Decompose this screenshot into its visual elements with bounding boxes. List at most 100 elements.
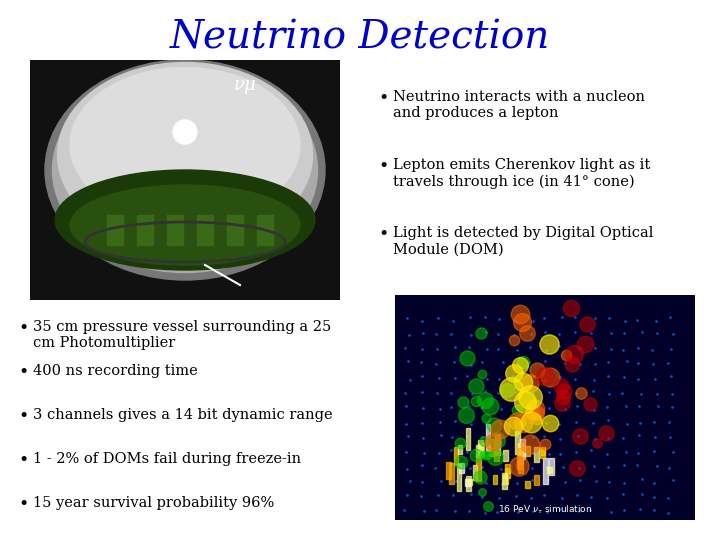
Point (491, 436, 503, 444)
Point (476, 328, 487, 337)
Point (470, 382, 482, 390)
Bar (549, 458, 554, 475)
Point (557, 393, 569, 401)
Bar (503, 450, 508, 461)
Point (518, 357, 529, 366)
Bar (543, 458, 547, 484)
Bar (517, 461, 521, 467)
Point (490, 453, 501, 461)
Point (478, 450, 490, 459)
Bar (479, 443, 484, 457)
Text: 35 cm pressure vessel surrounding a 25
cm Photomultiplier: 35 cm pressure vessel surrounding a 25 c… (33, 320, 331, 350)
Point (525, 393, 536, 402)
Point (526, 408, 538, 416)
Point (514, 360, 526, 369)
Point (565, 303, 577, 312)
Bar (197, 215, 213, 245)
Point (519, 397, 531, 406)
Point (584, 400, 595, 409)
Point (526, 418, 537, 427)
Point (539, 372, 551, 381)
Point (524, 379, 536, 388)
Bar (227, 215, 243, 245)
Bar (541, 448, 545, 455)
Point (508, 335, 520, 344)
Bar (525, 481, 530, 488)
Point (514, 309, 526, 318)
Point (531, 414, 543, 423)
Ellipse shape (55, 170, 315, 270)
Bar (495, 434, 500, 455)
Bar (466, 476, 471, 491)
Bar (518, 465, 523, 473)
Point (505, 384, 517, 393)
Bar (495, 449, 499, 461)
Point (544, 419, 556, 428)
Bar (505, 464, 510, 478)
Point (516, 318, 528, 327)
Point (460, 410, 472, 419)
Text: 400 ns recording time: 400 ns recording time (33, 364, 198, 378)
Point (455, 457, 467, 466)
Bar (534, 475, 539, 485)
Point (539, 440, 551, 448)
Point (560, 350, 572, 359)
Point (508, 369, 520, 377)
Bar (456, 464, 462, 491)
Point (454, 438, 465, 447)
Point (525, 440, 536, 448)
Point (462, 354, 473, 362)
Point (480, 414, 491, 422)
Bar (541, 447, 545, 457)
Bar (526, 446, 530, 456)
Point (488, 421, 500, 430)
Bar (167, 215, 183, 245)
Point (558, 387, 570, 395)
Text: Neutrino interacts with a nucleon
and produces a lepton: Neutrino interacts with a nucleon and pr… (393, 90, 645, 120)
Bar (517, 448, 522, 469)
Text: 3 channels gives a 14 bit dynamic range: 3 channels gives a 14 bit dynamic range (33, 408, 333, 422)
Bar (520, 440, 525, 460)
Point (579, 340, 590, 348)
Bar (137, 215, 153, 245)
Point (487, 437, 499, 446)
Bar (454, 447, 459, 464)
Bar (472, 465, 477, 480)
Point (484, 402, 495, 410)
Point (511, 417, 523, 426)
Bar (459, 463, 464, 472)
Text: Neutrino Detection: Neutrino Detection (170, 19, 550, 57)
Text: Light is detected by Digital Optical
Module (DOM): Light is detected by Digital Optical Mod… (393, 226, 653, 256)
Point (477, 488, 488, 496)
Bar (492, 475, 498, 484)
Bar (446, 462, 451, 479)
Point (517, 377, 528, 386)
Point (482, 501, 494, 510)
Ellipse shape (58, 63, 312, 247)
Point (474, 473, 485, 482)
Point (574, 432, 585, 441)
Bar (465, 480, 470, 486)
Text: •: • (18, 452, 28, 469)
Point (480, 395, 491, 404)
Bar (449, 463, 454, 484)
Bar (547, 467, 552, 474)
Text: 1 - 2% of DOMs fail during freeze-in: 1 - 2% of DOMs fail during freeze-in (33, 452, 301, 466)
Point (477, 369, 488, 378)
Point (575, 388, 586, 397)
Ellipse shape (53, 68, 318, 273)
Point (495, 425, 506, 434)
Bar (467, 479, 472, 485)
Point (592, 438, 603, 447)
Bar (107, 215, 123, 245)
Point (511, 406, 523, 414)
Text: •: • (378, 158, 388, 175)
Point (507, 421, 518, 430)
Text: 15 year survival probability 96%: 15 year survival probability 96% (33, 496, 274, 510)
Bar (518, 443, 523, 464)
Point (529, 405, 541, 414)
Bar (466, 428, 470, 450)
Text: Lepton emits Cherenkov light as it
travels through ice (in 41° cone): Lepton emits Cherenkov light as it trave… (393, 158, 650, 188)
Circle shape (173, 120, 197, 144)
Point (544, 373, 555, 381)
